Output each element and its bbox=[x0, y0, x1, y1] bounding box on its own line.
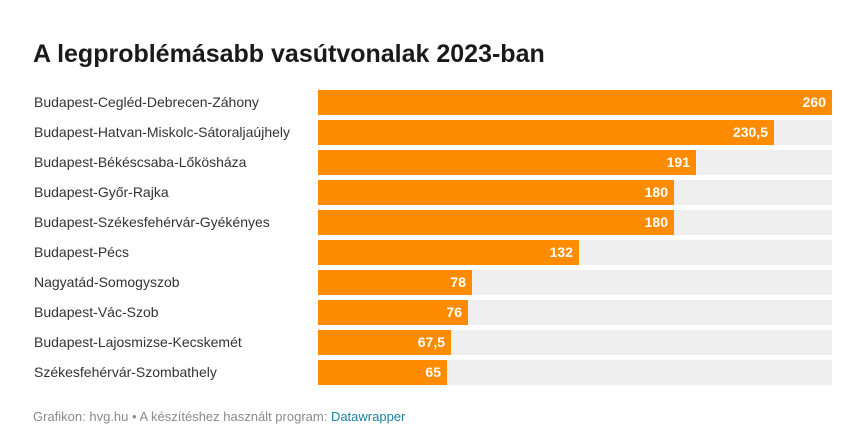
bar-value-label: 65 bbox=[425, 364, 441, 380]
bar-value-label: 132 bbox=[549, 244, 573, 260]
bar[interactable] bbox=[318, 150, 696, 175]
bar[interactable] bbox=[318, 120, 774, 145]
bar[interactable] bbox=[318, 360, 447, 385]
bar-value-label: 180 bbox=[644, 214, 668, 230]
footer-source-text: Grafikon: hvg.hu • A készítéshez használ… bbox=[33, 409, 331, 424]
datawrapper-link[interactable]: Datawrapper bbox=[330, 409, 406, 424]
category-label: Budapest-Békéscsaba-Lőkösháza bbox=[34, 154, 247, 170]
bar[interactable] bbox=[318, 240, 579, 265]
bar-value-label: 180 bbox=[644, 184, 668, 200]
bar-value-label: 260 bbox=[802, 94, 826, 110]
bar[interactable] bbox=[318, 90, 832, 115]
bar[interactable] bbox=[318, 180, 674, 205]
category-label: Székesfehérvár-Szombathely bbox=[34, 364, 217, 380]
category-label: Budapest-Hatvan-Miskolc-Sátoraljaújhely bbox=[34, 124, 291, 140]
category-label: Nagyatád-Somogyszob bbox=[34, 274, 180, 290]
category-label: Budapest-Győr-Rajka bbox=[34, 184, 169, 200]
category-label: Budapest-Székesfehérvár-Gyékényes bbox=[34, 214, 270, 230]
category-label: Budapest-Lajosmizse-Kecskemét bbox=[34, 334, 242, 350]
bar-value-label: 78 bbox=[450, 274, 466, 290]
bar[interactable] bbox=[318, 330, 451, 355]
bar-value-label: 191 bbox=[666, 154, 690, 170]
bar-value-label: 76 bbox=[446, 304, 462, 320]
category-label: Budapest-Vác-Szob bbox=[34, 304, 159, 320]
category-label: Budapest-Cegléd-Debrecen-Záhony bbox=[34, 94, 259, 110]
bar-value-label: 67,5 bbox=[417, 334, 445, 350]
chart-title: A legproblémásabb vasútvonalak 2023-ban bbox=[33, 40, 545, 68]
bar[interactable] bbox=[318, 300, 468, 325]
bar-value-label: 230,5 bbox=[732, 124, 768, 140]
bar[interactable] bbox=[318, 210, 674, 235]
bar[interactable] bbox=[318, 270, 472, 295]
chart-footer: Grafikon: hvg.hu • A készítéshez használ… bbox=[33, 409, 405, 424]
category-label: Budapest-Pécs bbox=[34, 244, 129, 260]
